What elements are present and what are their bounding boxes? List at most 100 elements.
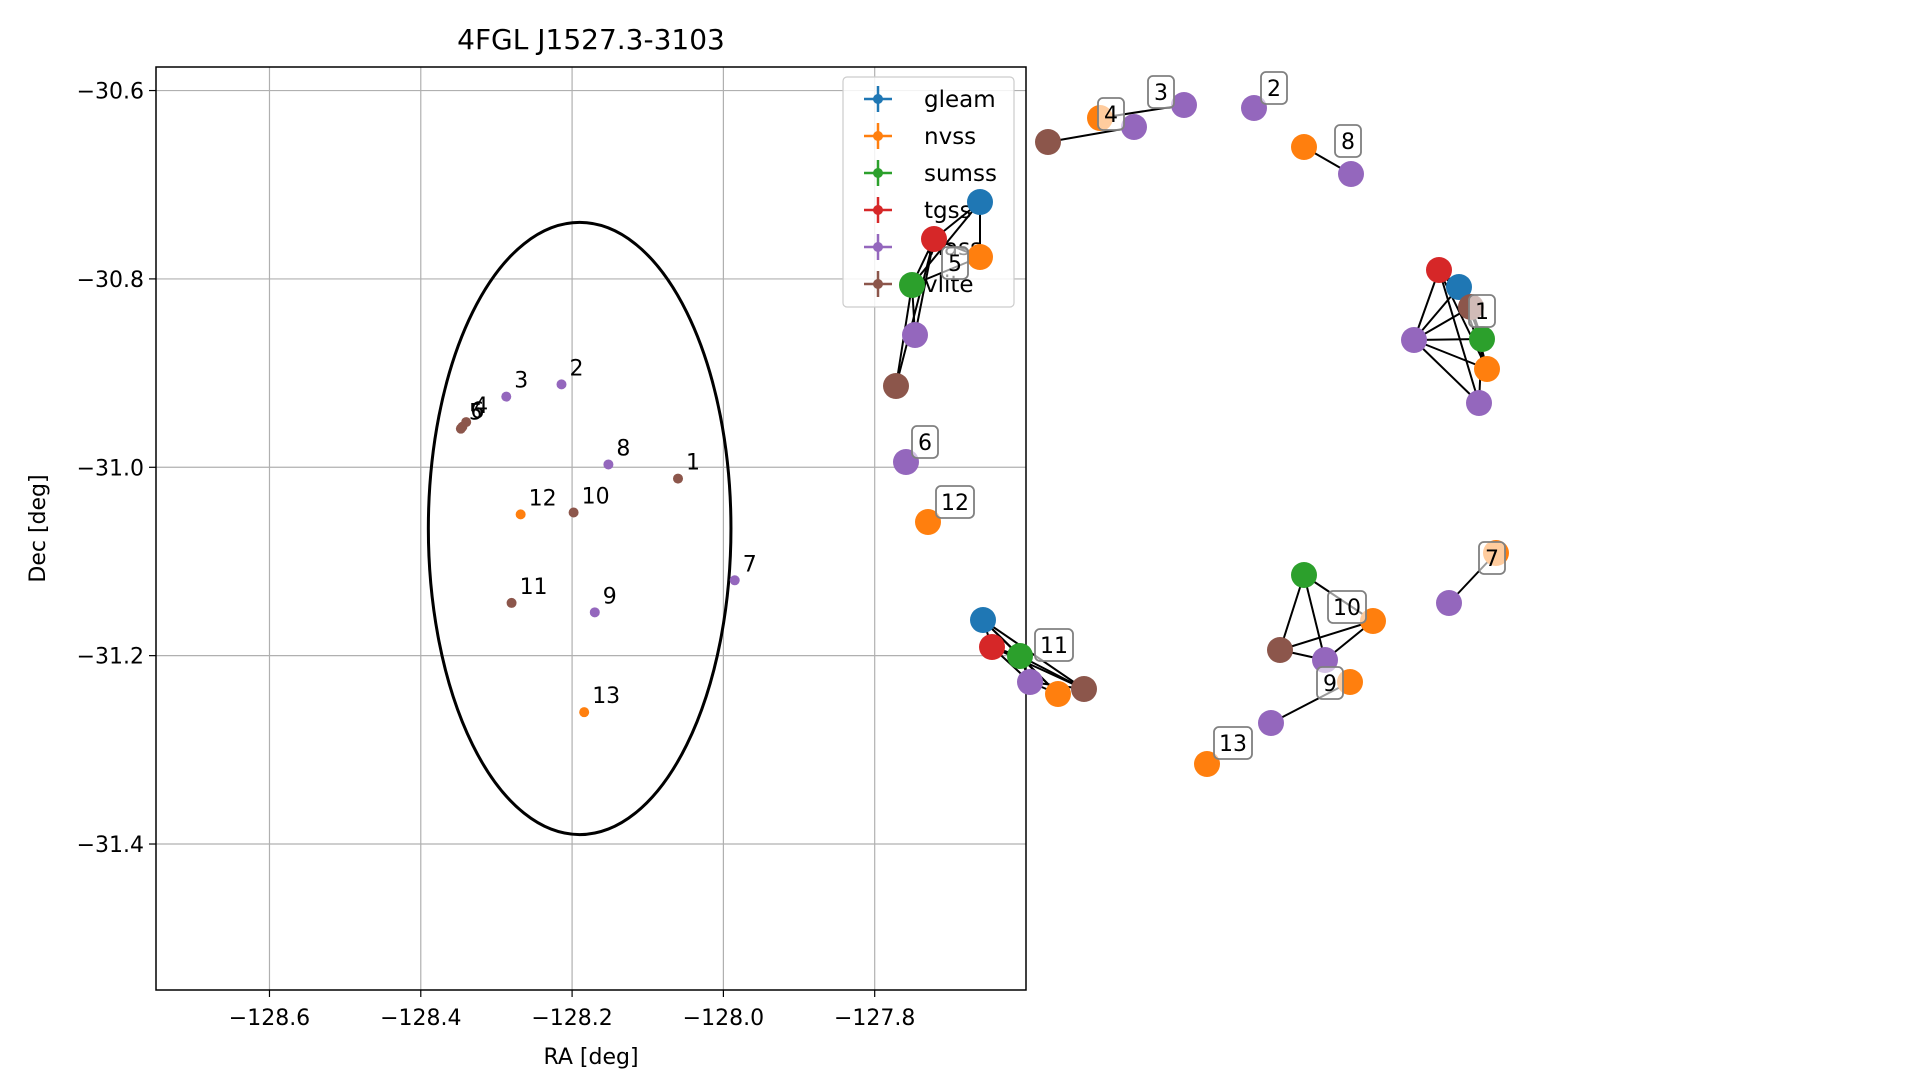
network-node <box>1121 114 1147 140</box>
data-point-vlite <box>461 417 472 428</box>
network-node <box>1017 669 1043 695</box>
point-label: 5 <box>469 401 483 426</box>
network-node <box>883 373 909 399</box>
network-node <box>1401 327 1427 353</box>
network-edge <box>982 619 1085 690</box>
data-point-vlass <box>603 459 614 470</box>
point-label: 9 <box>603 584 617 609</box>
node-label-box <box>911 425 939 459</box>
node-label: 4 <box>1104 103 1118 128</box>
network-node <box>1045 681 1071 707</box>
node-label-box <box>1334 124 1362 158</box>
node-label: 12 <box>941 491 969 516</box>
point-label: 12 <box>529 486 557 511</box>
network-node <box>899 272 925 298</box>
x-tick-label: −128.0 <box>683 1006 764 1031</box>
node-label-box <box>935 485 975 519</box>
node-label: 8 <box>1341 130 1355 155</box>
network-node <box>1469 326 1495 352</box>
data-point-vlite <box>673 473 683 484</box>
node-label: 9 <box>1323 672 1337 697</box>
node-label-box <box>1034 628 1074 662</box>
network-edge <box>1303 574 1326 661</box>
x-tick-label: −127.8 <box>834 1006 915 1031</box>
node-label-box <box>1097 97 1125 131</box>
network-node <box>967 189 993 215</box>
x-axis-label: RA [deg] <box>543 1045 638 1070</box>
y-tick-label: −30.6 <box>77 80 144 105</box>
point-label: 10 <box>582 484 610 509</box>
legend-entry: nvss <box>924 124 976 150</box>
plot-frame <box>155 66 1027 991</box>
network-edge <box>1279 574 1305 651</box>
legend-marker-tgss <box>873 205 883 215</box>
point-label: 6 <box>470 399 484 424</box>
network-node <box>1241 95 1267 121</box>
node-label: 10 <box>1333 596 1361 621</box>
node-label: 6 <box>918 431 932 456</box>
network-node <box>921 226 947 252</box>
network-node <box>979 634 1005 660</box>
x-tick-label: −128.4 <box>380 1006 461 1031</box>
legend-marker-vlite <box>873 279 883 289</box>
network-node <box>1474 356 1500 382</box>
node-label: 2 <box>1267 77 1281 102</box>
network-node <box>1258 710 1284 736</box>
network-node <box>1446 274 1472 300</box>
network-node <box>1466 390 1492 416</box>
network-edge <box>1413 339 1480 404</box>
node-label-box <box>1478 541 1506 575</box>
legend-marker-sumss <box>873 168 883 178</box>
error-ellipse <box>426 220 733 837</box>
network-node <box>1291 134 1317 160</box>
network-node <box>1035 129 1061 155</box>
point-label: 8 <box>616 436 630 461</box>
legend-entry: sumss <box>924 161 997 187</box>
y-tick-label: −31.2 <box>77 645 144 670</box>
network-node <box>1436 590 1462 616</box>
network-node <box>1426 257 1452 283</box>
y-tick-label: −31.4 <box>77 833 144 858</box>
network-edge <box>1279 620 1374 651</box>
node-label: 7 <box>1485 547 1499 572</box>
point-label: 2 <box>569 356 583 381</box>
network-node <box>970 607 996 633</box>
y-axis-label: Dec [deg] <box>26 474 51 582</box>
legend-entry: tgss <box>924 198 972 224</box>
point-label: 1 <box>686 451 700 476</box>
node-label: 5 <box>948 252 962 277</box>
network-edge <box>1413 339 1488 370</box>
network-node <box>1267 637 1293 663</box>
data-point-vlass <box>556 379 567 390</box>
node-label-box <box>941 246 969 280</box>
network-edge <box>895 238 935 387</box>
network-node <box>915 509 941 535</box>
network-node <box>1171 92 1197 118</box>
point-label: 3 <box>514 369 528 394</box>
node-label: 3 <box>1154 81 1168 106</box>
legend-marker-vlass <box>873 242 883 252</box>
node-label-box <box>1327 590 1367 624</box>
node-label-box <box>1147 75 1175 109</box>
point-label: 11 <box>520 575 548 600</box>
node-label: 11 <box>1040 634 1068 659</box>
data-point-vlass <box>589 607 600 618</box>
node-label-box <box>1260 71 1288 105</box>
node-label: 13 <box>1219 732 1247 757</box>
y-tick-label: −31.0 <box>77 456 144 481</box>
network-edge <box>1438 269 1480 404</box>
data-point-vlass <box>729 575 740 586</box>
data-point-vlite <box>568 507 579 518</box>
data-point-nvss <box>579 707 590 718</box>
network-node <box>1071 676 1097 702</box>
network-node <box>1194 751 1220 777</box>
network-node <box>967 244 993 270</box>
data-point-vlass <box>501 391 512 402</box>
node-label-box <box>1213 726 1253 760</box>
point-label: 7 <box>743 552 757 577</box>
legend-marker-gleam <box>873 94 883 104</box>
data-point-nvss <box>515 509 526 520</box>
node-label: 1 <box>1475 300 1489 325</box>
network-node <box>1007 643 1033 669</box>
